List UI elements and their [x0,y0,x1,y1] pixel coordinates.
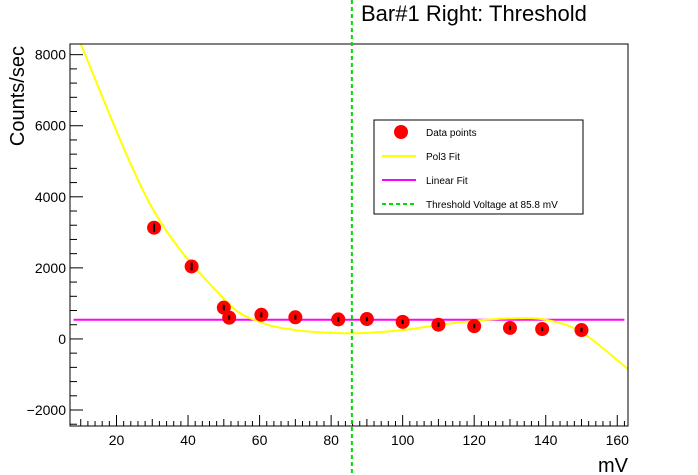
axes: 20 40 60 80 100 120 140 160 −2000 0 2000 4000 6000 80… [27,47,629,448]
legend-entry: Data points [426,128,477,139]
x-tick-label: 140 [534,432,558,448]
y-tick-label: 6000 [35,118,66,134]
x-axis-label: mV [598,455,629,475]
chart-title: Bar#1 Right: Threshold [361,1,587,26]
plot-content [73,43,628,370]
pol3-fit-curve [79,43,628,370]
y-tick-label: −2000 [27,402,67,418]
y-axis-label: Counts/sec [7,46,29,146]
plot-frame [69,43,629,427]
legend-entry: Linear Fit [426,176,468,187]
x-tick-label: 20 [109,432,125,448]
y-tick-label: 8000 [35,47,66,63]
legend-entry: Threshold Voltage at 85.8 mV [426,200,558,211]
y-tick-label: 4000 [35,189,66,205]
legend-entry: Pol3 Fit [426,152,460,163]
x-tick-label: 40 [180,432,196,448]
x-tick-label: 120 [463,432,487,448]
legend: Data points Pol3 Fit Linear Fit Threshold V… [373,119,584,215]
x-tick-label: 100 [391,432,415,448]
y-tick-label: 2000 [35,260,66,276]
x-tick-label: 80 [323,432,339,448]
y-tick-label: 0 [58,331,66,347]
x-tick-label: 60 [252,432,268,448]
legend-box [373,119,584,215]
legend-marker-points [394,125,408,139]
x-tick-label: 160 [606,432,630,448]
